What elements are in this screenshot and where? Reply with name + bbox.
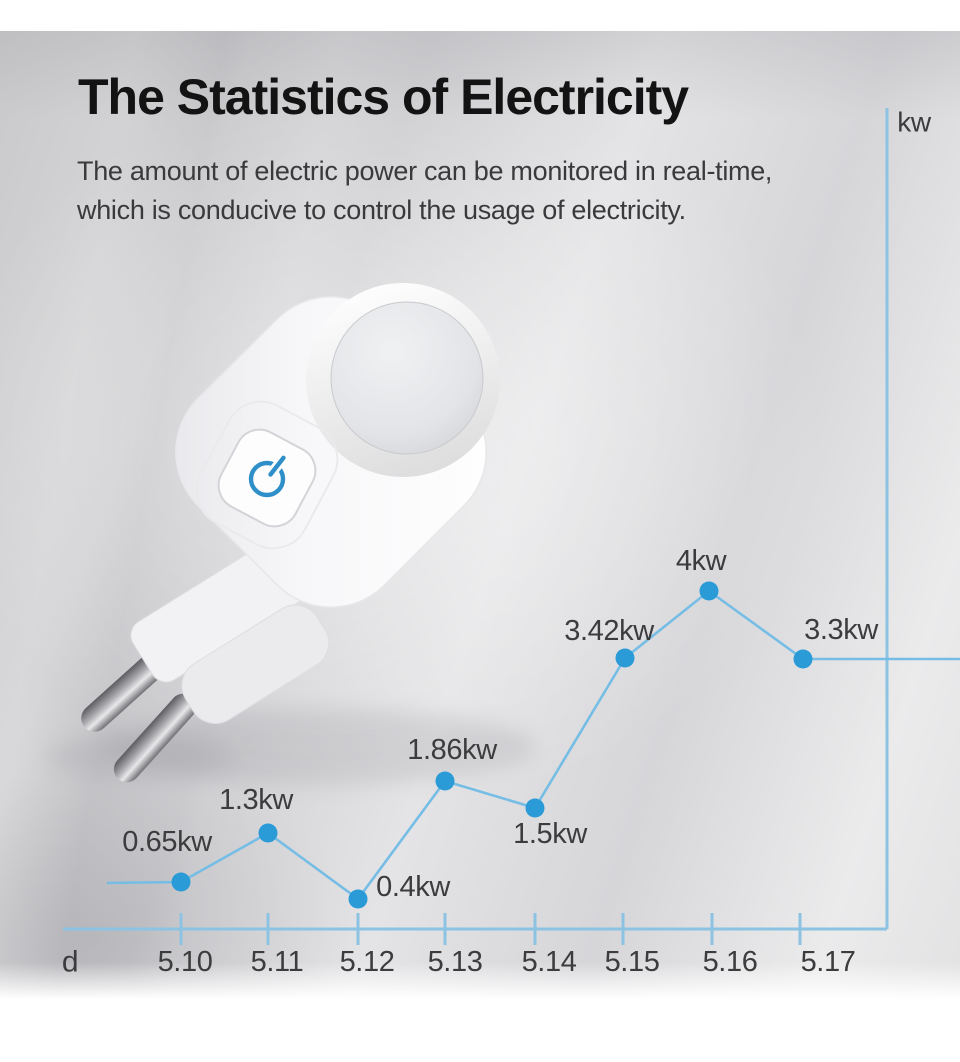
data-point-5.15	[615, 648, 635, 668]
x-tick-label-5.13: 5.13	[428, 946, 483, 978]
data-point-5.12	[348, 889, 368, 909]
socket-recess	[330, 301, 484, 455]
value-label-5.14: 1.5kw	[513, 818, 588, 850]
power-button	[217, 428, 317, 528]
x-tick-label-5.17: 5.17	[801, 946, 856, 978]
plug-pin-lower	[113, 693, 197, 783]
data-point-5.14	[525, 798, 545, 818]
page-title: The Statistics of Electricity	[78, 69, 689, 125]
plug-body-group	[175, 283, 500, 608]
data-line	[106, 589, 960, 901]
plug-base	[181, 604, 330, 725]
y-axis-unit-label: kw	[897, 107, 932, 138]
value-label-5.16: 4kw	[676, 545, 728, 577]
data-point-5.16	[699, 581, 719, 601]
x-tick-label-5.11: 5.11	[251, 946, 304, 978]
data-point-5.17	[793, 649, 813, 669]
x-tick-label-5.15: 5.15	[605, 946, 660, 978]
x-tick-label-5.14: 5.14	[522, 946, 577, 978]
value-label-5.11: 1.3kw	[219, 784, 294, 816]
x-axis-unit-label: d	[62, 946, 78, 979]
subtitle-line-1: The amount of electric power can be moni…	[77, 156, 773, 186]
power-icon	[248, 453, 289, 498]
value-label-5.12: 0.4kw	[376, 871, 451, 903]
x-tick-label-5.12: 5.12	[340, 946, 395, 978]
photo-background	[0, 31, 960, 1005]
button-pad-outline	[195, 400, 339, 550]
x-tick-label-5.10: 5.10	[158, 946, 213, 978]
value-label-5.17: 3.3kw	[804, 614, 879, 646]
value-label-5.15: 3.42kw	[564, 615, 655, 647]
value-label-5.13: 1.86kw	[407, 734, 498, 766]
data-point-5.10	[171, 872, 191, 892]
smart-plug-illustration	[45, 283, 535, 785]
subtitle-line-2: which is conducive to control the usage …	[77, 195, 686, 225]
data-point-5.13	[435, 771, 455, 791]
page-subtitle: The amount of electric power can be moni…	[77, 152, 772, 230]
x-tick-label-5.16: 5.16	[703, 946, 758, 978]
value-label-5.10: 0.65kw	[122, 826, 213, 858]
data-point-5.11	[258, 823, 278, 843]
